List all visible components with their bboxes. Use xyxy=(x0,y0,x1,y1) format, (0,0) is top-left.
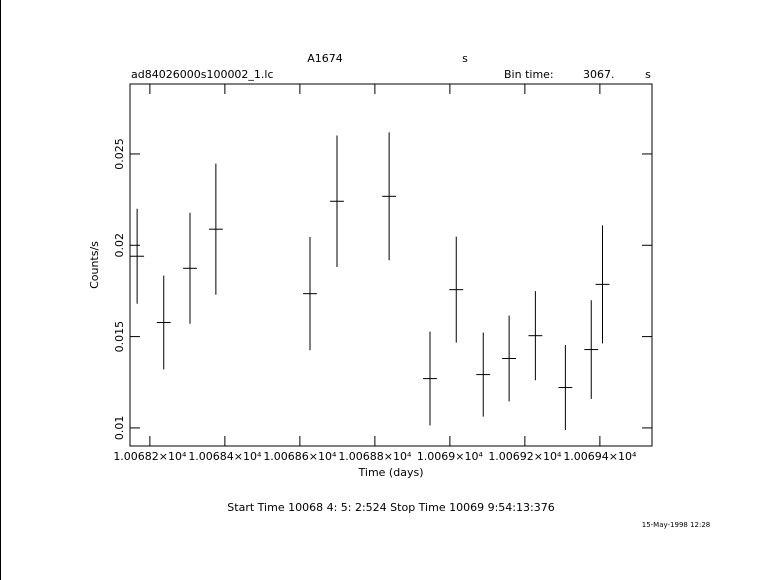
x-tick-label: 1.00694×10⁴ xyxy=(563,450,637,463)
bin-time-label: Bin time: xyxy=(504,68,554,81)
y-tick-label: 0.01 xyxy=(113,416,126,441)
x-tick-label: 1.00686×10⁴ xyxy=(263,450,337,463)
y-tick-label: 0.015 xyxy=(113,321,126,353)
chart-title: A1674 xyxy=(307,52,343,65)
x-tick-label: 1.00688×10⁴ xyxy=(338,450,412,463)
bin-time: 3067. xyxy=(583,68,615,81)
y-tick-label: 0.02 xyxy=(113,233,126,258)
y-axis-label: Counts/s xyxy=(88,241,101,289)
bin-time-unit: s xyxy=(645,68,651,81)
y-tick-label: 0.025 xyxy=(113,138,126,170)
start-stop-time: Start Time 10068 4: 5: 2:524 Stop Time 1… xyxy=(227,501,554,514)
file-name: ad84026000s100002_1.lc xyxy=(131,68,274,81)
x-tick-label: 1.00682×10⁴ xyxy=(113,450,187,463)
x-axis-label: Time (days) xyxy=(358,466,424,479)
x-tick-label: 1.0069×10⁴ xyxy=(417,450,484,463)
plot-frame xyxy=(129,83,653,447)
date-stamp: 15-May-1998 12:28 xyxy=(642,521,711,529)
title-unit: s xyxy=(462,52,468,65)
x-tick-label: 1.00692×10⁴ xyxy=(488,450,562,463)
x-tick-label: 1.00684×10⁴ xyxy=(188,450,262,463)
